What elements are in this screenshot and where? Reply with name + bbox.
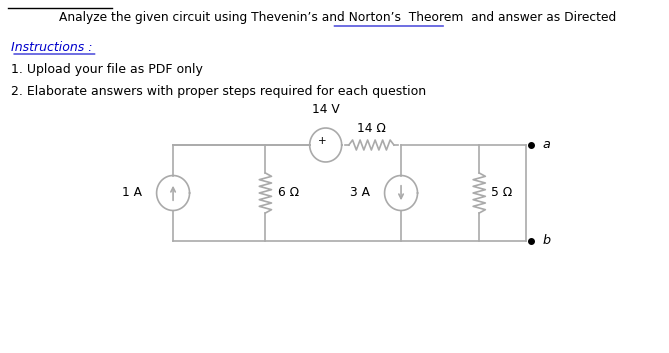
Text: 6 Ω: 6 Ω — [278, 186, 299, 199]
Text: 5 Ω: 5 Ω — [492, 186, 512, 199]
Text: 2. Elaborate answers with proper steps required for each question: 2. Elaborate answers with proper steps r… — [11, 85, 426, 98]
Text: Analyze the given circuit using Thevenin’s and Norton’s  Theorem  and answer as : Analyze the given circuit using Thevenin… — [60, 11, 617, 24]
Text: 14 V: 14 V — [312, 103, 340, 116]
Text: 1 A: 1 A — [122, 186, 142, 199]
Text: 14 Ω: 14 Ω — [357, 122, 386, 135]
Text: b: b — [543, 234, 551, 247]
Text: 1. Upload your file as PDF only: 1. Upload your file as PDF only — [11, 63, 203, 76]
Text: a: a — [543, 138, 550, 151]
Text: 3 A: 3 A — [350, 186, 370, 199]
Text: Instructions :: Instructions : — [11, 41, 92, 54]
Text: +: + — [318, 136, 326, 146]
